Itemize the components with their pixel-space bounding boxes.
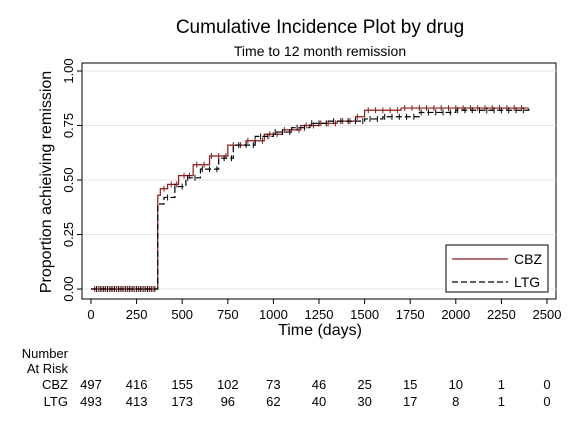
risk-value-ltg-4: 62 (266, 394, 280, 409)
legend-label-ltg: LTG (514, 274, 540, 290)
risk-value-ltg-9: 1 (498, 394, 505, 409)
risk-value-cbz-2: 155 (171, 377, 193, 392)
chart-title: Cumulative Incidence Plot by drug (176, 17, 464, 38)
risk-value-cbz-1: 416 (126, 377, 148, 392)
x-tick-label-6: 1500 (350, 307, 379, 322)
risk-value-cbz-9: 1 (498, 377, 505, 392)
risk-value-cbz-7: 15 (403, 377, 417, 392)
x-tick-label-9: 2250 (487, 307, 516, 322)
series-line-ltg (91, 108, 530, 290)
risk-value-cbz-0: 497 (80, 377, 102, 392)
x-axis-label: Time (days) (278, 322, 362, 339)
risk-row-label-cbz: CBZ (42, 377, 68, 392)
chart-subtitle: Time to 12 month remission (234, 43, 406, 59)
x-tick-label-2: 500 (171, 307, 193, 322)
risk-value-ltg-5: 40 (312, 394, 326, 409)
risk-value-cbz-4: 73 (266, 377, 280, 392)
y-axis-label: Proportion achieiving remission (38, 71, 55, 293)
series-layer (91, 105, 530, 292)
risk-value-ltg-10: 0 (543, 394, 550, 409)
y-axis: 0.00 0.25 0.50 0.75 1.00 (61, 58, 83, 302)
risk-value-cbz-3: 102 (217, 377, 239, 392)
x-tick-label-4: 1000 (259, 307, 288, 322)
risk-value-ltg-6: 30 (357, 394, 371, 409)
x-axis: 0 250 500 750 1000 1250 1500 1750 2000 2250 2500 (82, 298, 562, 322)
risk-header-at-risk: At Risk (27, 361, 69, 376)
y-tick-label-2: 0.50 (61, 167, 76, 192)
x-tick-label-1: 250 (126, 307, 148, 322)
risk-value-cbz-8: 10 (449, 377, 463, 392)
risk-value-ltg-7: 17 (403, 394, 417, 409)
y-tick-label-4: 1.00 (61, 58, 76, 83)
risk-value-cbz-6: 25 (357, 377, 371, 392)
y-tick-label-1: 0.25 (61, 222, 76, 247)
x-tick-label-3: 750 (217, 307, 239, 322)
y-tick-label-3: 0.75 (61, 113, 76, 138)
risk-header-number: Number (22, 346, 69, 361)
x-tick-label-8: 2000 (441, 307, 470, 322)
risk-value-ltg-8: 8 (452, 394, 459, 409)
risk-value-cbz-5: 46 (312, 377, 326, 392)
risk-row-label-ltg: LTG (44, 394, 68, 409)
x-tick-label-5: 1250 (305, 307, 334, 322)
risk-value-ltg-2: 173 (171, 394, 193, 409)
y-tick-label-0: 0.00 (61, 276, 76, 301)
risk-value-cbz-10: 0 (543, 377, 550, 392)
censor-marks-ltg (95, 107, 524, 292)
risk-value-ltg-1: 413 (126, 394, 148, 409)
x-tick-label-7: 1750 (396, 307, 425, 322)
risk-value-ltg-3: 96 (221, 394, 235, 409)
legend: CBZ LTG (445, 244, 549, 293)
legend-box (445, 244, 549, 293)
legend-label-cbz: CBZ (514, 251, 542, 267)
x-tick-label-0: 0 (87, 307, 94, 322)
risk-value-ltg-0: 493 (80, 394, 102, 409)
x-tick-label-10: 2500 (533, 307, 562, 322)
risk-table: Number At Risk CBZ 497 416 155 102 73 46 25 15 10… (22, 346, 551, 409)
